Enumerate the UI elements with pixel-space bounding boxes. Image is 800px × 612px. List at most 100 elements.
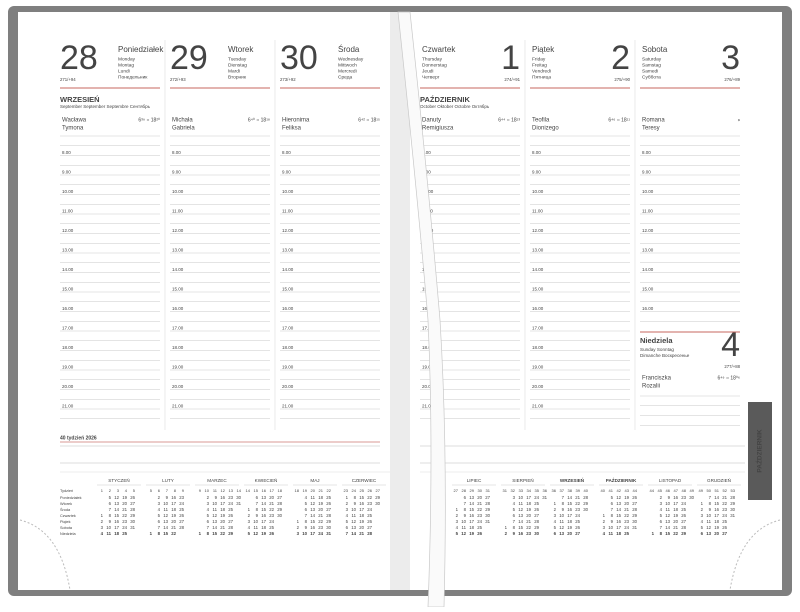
week-number: 49 — [699, 488, 704, 493]
calendar-day: 30 — [236, 495, 241, 500]
calendar-day: 18 — [171, 507, 176, 512]
hour-label: 18.00 — [532, 345, 544, 350]
calendar-day: 15 — [359, 495, 364, 500]
calendar-day: 18 — [526, 501, 531, 506]
sun-times: 6⁴⁹ ○ 18⁰⁶ — [718, 375, 741, 381]
calendar-month: LIPIEC — [467, 478, 482, 483]
day-translation: Wednesday — [338, 56, 364, 62]
calendar-day: 18 — [261, 525, 266, 530]
day-translation: Среда — [338, 74, 352, 80]
week-number: 32 — [511, 488, 516, 493]
week-number: 13 — [229, 488, 234, 493]
calendar-day: 1 — [346, 495, 349, 500]
calendar-day: 27 — [575, 531, 580, 536]
calendar-day: 3 — [660, 501, 663, 506]
day-translation: Пятница — [532, 74, 551, 80]
day-number: 30 — [280, 39, 318, 77]
hour-label: 13.00 — [282, 248, 294, 253]
week-number: 22 — [327, 488, 332, 493]
calendar-day: 5 — [248, 531, 251, 536]
calendar-day: 17 — [171, 501, 176, 506]
calendar-day: 11 — [254, 525, 259, 530]
calendar-day: 31 — [485, 519, 490, 524]
calendar-day: 9 — [354, 501, 357, 506]
day-translation: Vendredi — [532, 68, 551, 74]
weekday-label: Środa — [60, 507, 71, 512]
name-day: Hieronima — [282, 118, 310, 124]
calendar-day: 1 — [701, 501, 704, 506]
hour-label: 14.00 — [642, 267, 654, 272]
calendar-day: 4 — [513, 501, 516, 506]
hour-label: 17.00 — [282, 326, 294, 331]
calendar-day: 21 — [526, 519, 531, 524]
hour-label: 8.00 — [642, 150, 651, 155]
calendar-month: CZERWIEC — [352, 478, 377, 483]
calendar-day: 31 — [236, 501, 241, 506]
name-day: Franciszka — [642, 376, 672, 382]
calendar-day: 19 — [359, 519, 364, 524]
name-day: Wacława — [62, 118, 87, 124]
sun-times: 6⁴⁴ ○ 18¹³ — [498, 117, 520, 123]
calendar-day: 11 — [164, 507, 169, 512]
calendar-day: 5 — [611, 495, 614, 500]
calendar-day: 15 — [469, 507, 474, 512]
calendar-day: 1 — [297, 519, 300, 524]
calendar-day: 15 — [714, 501, 719, 506]
calendar-day: 21 — [575, 495, 580, 500]
right-sheet — [400, 12, 782, 590]
day-translation: Thursday — [422, 56, 443, 62]
calendar-day: 31 — [326, 531, 331, 536]
left-sheet — [18, 12, 400, 590]
calendar-day: 24 — [122, 525, 127, 530]
calendar-day: 12 — [706, 525, 711, 530]
week-number: 19 — [303, 488, 308, 493]
hour-label: 12.00 — [532, 228, 544, 233]
day-translation: Четверг — [422, 74, 440, 80]
calendar-day: 27 — [485, 495, 490, 500]
calendar-day: 21 — [318, 513, 323, 518]
hour-label: 17.00 — [62, 326, 74, 331]
calendar-day: 21 — [673, 525, 678, 530]
week-number: 5 — [150, 488, 153, 493]
calendar-day: 28 — [277, 501, 282, 506]
calendar-day: 2 — [101, 519, 104, 524]
week-number: 40 — [601, 488, 606, 493]
calendar-day: 29 — [375, 495, 380, 500]
calendar-day: 2 — [603, 519, 606, 524]
calendar-day: 12 — [310, 501, 315, 506]
calendar-day: 5 — [513, 507, 516, 512]
calendar-day: 15 — [212, 531, 217, 536]
hour-label: 14.00 — [532, 267, 544, 272]
calendar-day: 19 — [261, 531, 266, 536]
calendar-day: 17 — [567, 513, 572, 518]
calendar-day: 13 — [114, 501, 119, 506]
calendar-day: 10 — [665, 501, 670, 506]
week-number: 6 — [158, 488, 161, 493]
calendar-day: 6 — [660, 519, 663, 524]
calendar-day: 15 — [616, 513, 621, 518]
name-day: Teresy — [642, 126, 660, 132]
calendar-day: 16 — [261, 513, 266, 518]
corner-mark — [19, 519, 71, 591]
name-day: Dionizego — [532, 126, 559, 132]
calendar-day: 26 — [632, 495, 637, 500]
hour-label: 20.00 — [422, 384, 434, 389]
calendar-day: 7 — [562, 495, 565, 500]
sun-times: 6³⁹ ○ 18²⁰ — [138, 117, 160, 123]
calendar-day: 6 — [346, 525, 349, 530]
calendar-day: 18 — [220, 507, 225, 512]
calendar-day: 22 — [367, 495, 372, 500]
calendar-day: 14 — [351, 531, 356, 536]
calendar-day: 24 — [722, 513, 727, 518]
hour-label: 16.00 — [62, 306, 74, 311]
calendar-day: 12 — [114, 495, 119, 500]
calendar-day: 4 — [554, 519, 557, 524]
calendar-day: 5 — [701, 525, 704, 530]
calendar-day: 2 — [701, 507, 704, 512]
hour-label: 13.00 — [532, 248, 544, 253]
calendar-day: 4 — [660, 507, 663, 512]
calendar-day: 25 — [269, 525, 274, 530]
calendar-day: 6 — [158, 519, 161, 524]
day-translation: Monday — [118, 56, 136, 62]
day-number: 2 — [611, 39, 630, 77]
